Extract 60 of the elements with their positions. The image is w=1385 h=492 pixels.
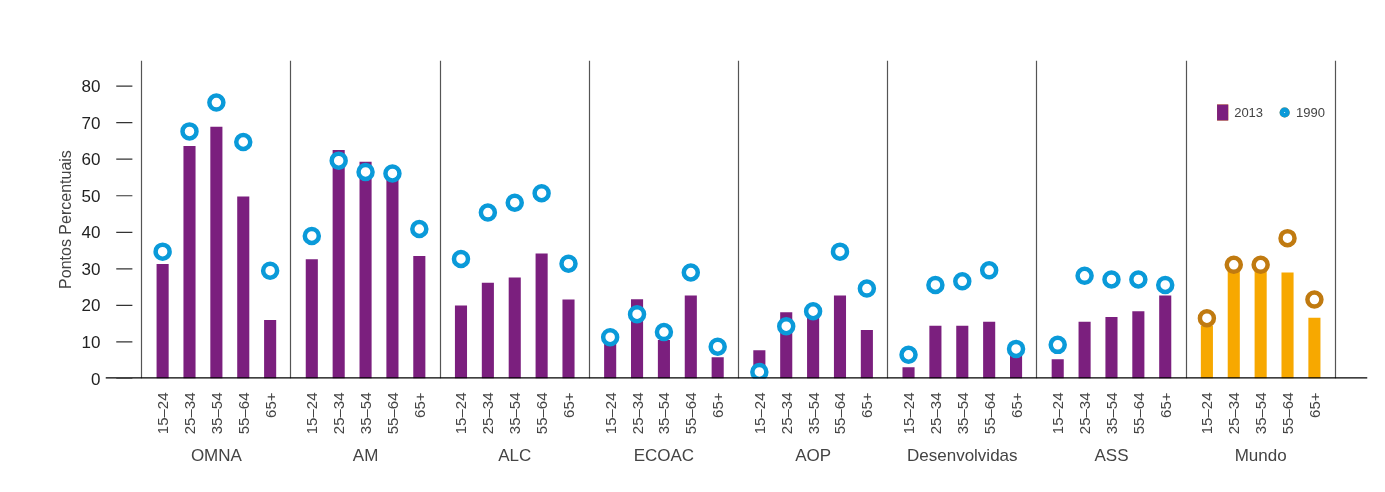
x-tick-label: 65+ xyxy=(261,392,279,418)
x-tick-label: 35–54 xyxy=(357,392,375,435)
x-tick-label: 25–34 xyxy=(181,392,198,435)
legend-label: 1990 xyxy=(1296,104,1325,120)
y-tick-label: 80 xyxy=(81,77,101,97)
text: AOP xyxy=(795,445,832,465)
y-tick-label: 50 xyxy=(81,186,101,206)
x-tick-label: 65+ xyxy=(410,392,428,418)
x-tick-label: 15–24 xyxy=(900,392,918,435)
x-tick-label: 55–64 xyxy=(383,392,401,435)
x-tick-label: 55–64 xyxy=(234,392,252,435)
text: AM xyxy=(352,445,379,465)
x-tick-label: 25–34 xyxy=(1225,392,1243,435)
y-tick-label: 10 xyxy=(81,332,101,352)
x-tick-label: 35–54 xyxy=(1102,392,1120,435)
x-tick-label: 15–24 xyxy=(1198,392,1216,435)
x-tick-label: 55–64 xyxy=(831,392,849,435)
x-tick-label: 35–54 xyxy=(1252,392,1270,435)
x-tick-label: 65+ xyxy=(1007,392,1025,418)
x-tick-label: 55–64 xyxy=(980,392,998,435)
x-tick-label: 25–34 xyxy=(479,392,497,435)
x-tick-label: 35–54 xyxy=(207,392,225,435)
text: ALC xyxy=(498,445,532,465)
x-tick-label: 65+ xyxy=(709,392,727,418)
x-tick-label: 25–34 xyxy=(926,392,944,435)
x-tick-label: 25–34 xyxy=(628,392,646,435)
y-tick-label: 60 xyxy=(81,150,101,170)
x-tick-label: 35–54 xyxy=(506,392,524,435)
x-tick-label: 55–64 xyxy=(1129,392,1147,435)
x-tick-label: 15–24 xyxy=(601,392,619,435)
x-tick-label: 35–54 xyxy=(953,392,971,435)
y-tick-label: 30 xyxy=(81,259,101,279)
x-tick-label: 65+ xyxy=(858,392,876,418)
y-tick-label: 70 xyxy=(81,113,101,133)
y-axis-title: Pontos Percentuais xyxy=(56,150,74,289)
y-tick-label: 0 xyxy=(91,369,101,389)
x-tick-label: 25–34 xyxy=(777,392,795,435)
text: Desenvolvidas xyxy=(907,445,1018,465)
text: ECOAC xyxy=(633,445,695,465)
x-tick-label: 15–24 xyxy=(303,392,321,435)
x-tick-label: 55–64 xyxy=(533,392,551,435)
text: OMNA xyxy=(190,445,243,465)
text: ASS xyxy=(1094,445,1129,465)
x-tick-label: 65+ xyxy=(1305,392,1323,418)
x-tick-label: 65+ xyxy=(1156,392,1174,418)
x-tick-label: 25–34 xyxy=(330,392,348,435)
y-tick-label: 40 xyxy=(81,223,101,243)
text: Mundo xyxy=(1234,445,1287,465)
x-tick-label: 25–34 xyxy=(1076,392,1094,435)
legend-label: 2013 xyxy=(1234,104,1264,120)
x-tick-label: 55–64 xyxy=(682,392,700,435)
x-tick-label: 35–54 xyxy=(804,392,822,435)
x-tick-label: 35–54 xyxy=(655,392,673,435)
x-tick-label: 15–24 xyxy=(1049,392,1067,435)
x-tick-label: 65+ xyxy=(560,392,577,418)
x-tick-label: 15–24 xyxy=(750,392,768,435)
y-tick-label: 20 xyxy=(81,296,101,316)
x-tick-label: 55–64 xyxy=(1279,392,1297,435)
x-tick-label: 15–24 xyxy=(154,392,172,435)
x-tick-label: 15–24 xyxy=(452,392,470,435)
